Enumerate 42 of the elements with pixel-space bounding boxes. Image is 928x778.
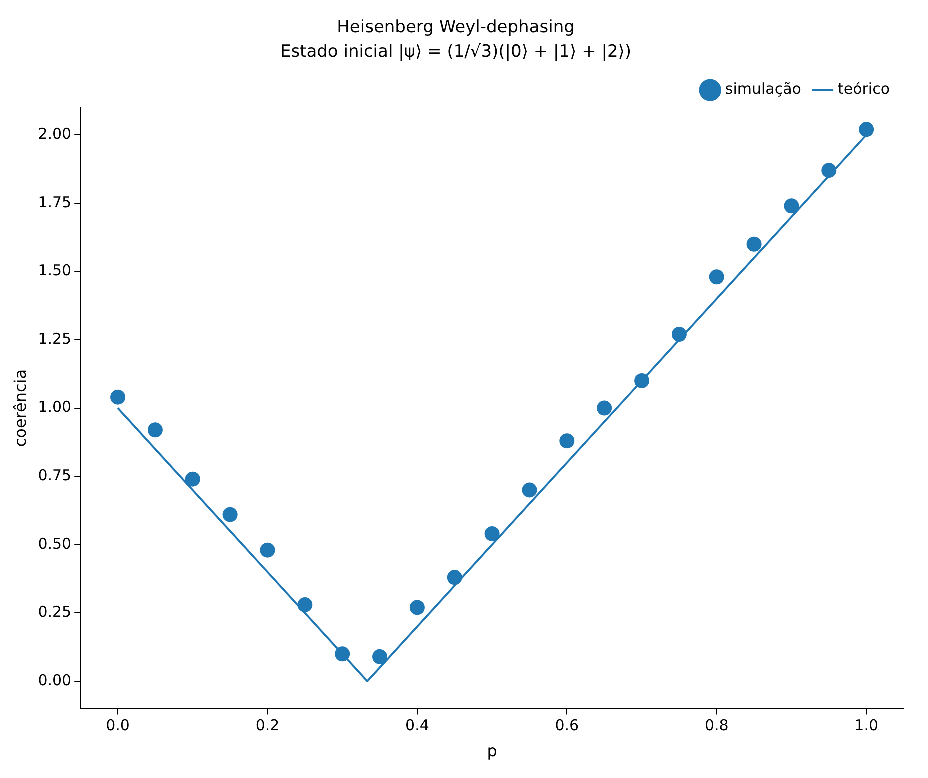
legend-label: simulação [725, 80, 802, 98]
y-axis-title: coerência [10, 369, 30, 448]
point [298, 597, 313, 612]
y-tick-label: 1.00 [38, 398, 72, 416]
x-tick-label: 0.4 [406, 716, 430, 735]
y-tick-label: 0.00 [38, 671, 72, 690]
point [634, 373, 650, 388]
point [335, 646, 350, 662]
point [148, 422, 163, 438]
x-tick-label: 0.0 [106, 716, 130, 735]
y-tick-label: 0.25 [38, 603, 72, 622]
point [372, 649, 388, 664]
point [672, 327, 687, 342]
point [110, 390, 126, 405]
point [822, 163, 837, 178]
point [709, 270, 724, 285]
legend-label: teórico [838, 80, 890, 98]
point [859, 122, 874, 138]
x-tick-label: 0.2 [256, 716, 280, 735]
point [560, 434, 575, 449]
point [447, 570, 462, 586]
y-tick-label: 0.50 [38, 534, 72, 553]
point [484, 526, 500, 542]
y-tick-label: 2.00 [38, 125, 72, 144]
point [784, 198, 800, 214]
point [522, 482, 538, 498]
point [746, 236, 762, 252]
x-tick-label: 0.6 [555, 716, 580, 735]
x-axis-title: p [487, 742, 498, 761]
point [185, 472, 200, 487]
y-tick-label: 0.75 [38, 466, 72, 484]
y-tick-label: 1.25 [38, 330, 72, 348]
chart-subtitle: Estado inicial |ψ⟩ = (1/√3)(|0⟩ + |1⟩ + |2⟩) [280, 42, 632, 62]
x-tick-label: 1.0 [854, 716, 878, 735]
point [260, 542, 276, 558]
point [410, 600, 425, 616]
chart-title: Heisenberg Weyl-dephasing [337, 18, 575, 38]
y-tick-label: 1.50 [38, 262, 72, 280]
point [597, 400, 612, 416]
point [222, 507, 238, 522]
x-tick-label: 0.8 [704, 716, 729, 735]
y-tick-label: 1.75 [38, 193, 72, 212]
